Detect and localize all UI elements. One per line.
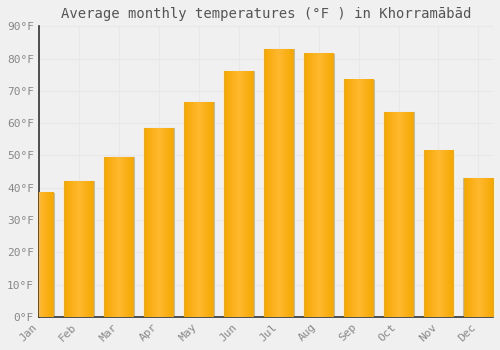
Bar (344, 79, 374, 317)
Bar (64, 181, 94, 317)
Bar (304, 54, 334, 317)
Bar (464, 178, 494, 317)
Bar (384, 112, 414, 317)
Bar (424, 150, 454, 317)
Bar (224, 71, 254, 317)
Bar (144, 128, 174, 317)
Bar (184, 102, 214, 317)
Title: Average monthly temperatures (°F ) in Khorramābād: Average monthly temperatures (°F ) in Kh… (60, 7, 471, 21)
Bar (104, 157, 134, 317)
Bar (24, 193, 54, 317)
Bar (264, 49, 294, 317)
